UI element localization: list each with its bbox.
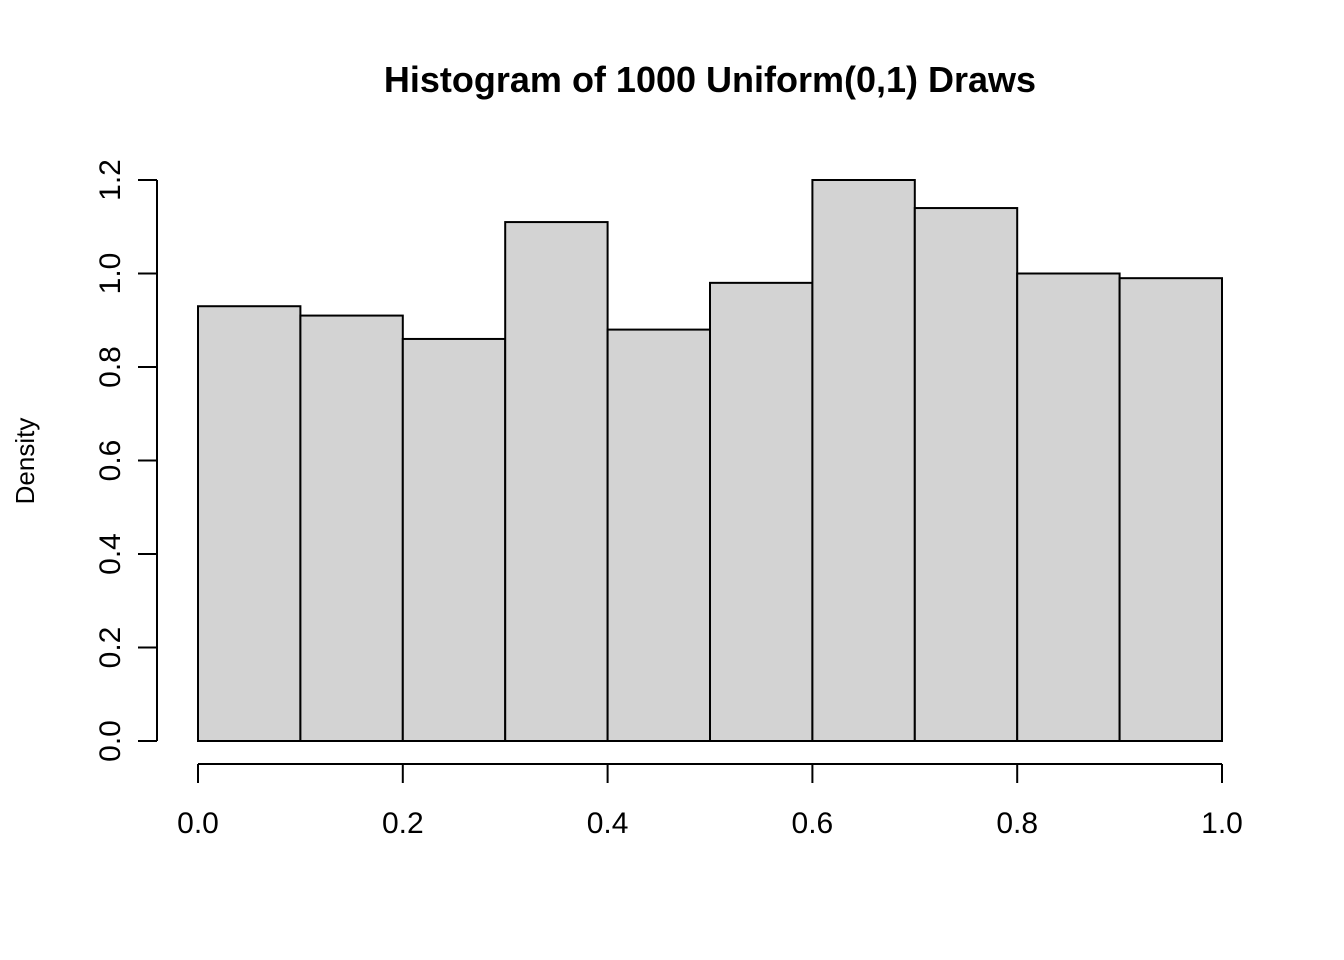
x-tick-label-6: 1.0 <box>1201 807 1243 840</box>
y-axis-label: Density <box>10 418 40 505</box>
x-tick-label-4: 0.6 <box>792 807 834 840</box>
x-tick-label-2: 0.2 <box>382 807 424 840</box>
x-tick-label-1: 0.0 <box>177 807 219 840</box>
y-tick-label-4: 0.6 <box>94 440 127 482</box>
y-tick-label-3: 0.4 <box>94 533 127 575</box>
y-tick-label-1: 0.0 <box>94 720 127 762</box>
histogram-bar-6 <box>709 281 814 742</box>
bars-layer <box>197 179 1223 743</box>
histogram-bar-8 <box>913 207 1019 743</box>
y-tick-label-6: 1.0 <box>94 253 127 295</box>
x-axis: 0.0 0.2 0.4 0.6 0.8 1.0 <box>177 763 1243 840</box>
histogram-bar-4 <box>504 221 609 742</box>
histogram-bar-3 <box>401 337 507 742</box>
x-tick-label-5: 0.8 <box>996 807 1038 840</box>
y-axis: 0.0 0.2 0.4 0.6 0.8 1.0 1.2 <box>94 159 158 762</box>
chart-title: Histogram of 1000 Uniform(0,1) Draws <box>384 59 1036 100</box>
histogram-bar-9 <box>1016 272 1121 742</box>
histogram-bar-10 <box>1118 277 1223 742</box>
y-tick-label-7: 1.2 <box>94 159 127 201</box>
x-tick-label-3: 0.4 <box>587 807 629 840</box>
y-tick-label-5: 0.8 <box>94 346 127 388</box>
histogram-bar-7 <box>811 179 916 742</box>
histogram-bar-1 <box>197 305 302 742</box>
histogram-bar-5 <box>606 328 711 742</box>
y-tick-label-2: 0.2 <box>94 627 127 669</box>
histogram-bar-2 <box>299 314 404 742</box>
